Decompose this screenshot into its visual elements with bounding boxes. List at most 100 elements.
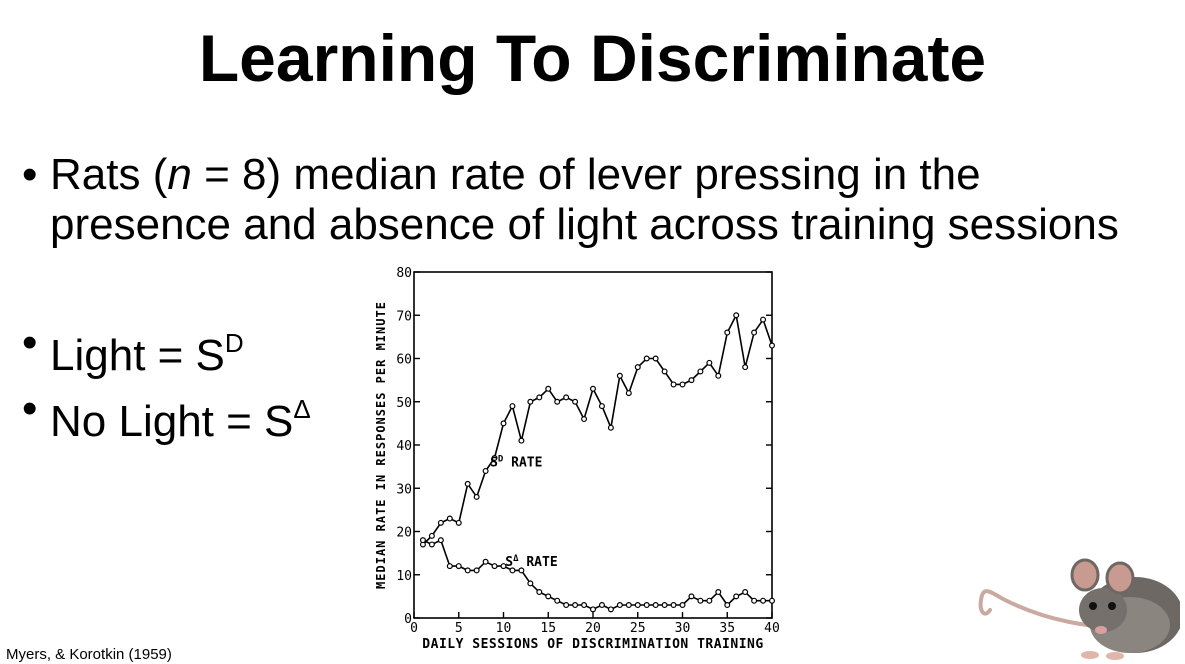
data-point	[482, 467, 489, 474]
data-point	[590, 606, 597, 613]
bullet-light-sup: D	[224, 328, 244, 358]
data-point	[527, 398, 534, 405]
data-point	[554, 597, 561, 604]
data-point	[545, 385, 552, 392]
bullet-rats-n: n	[167, 150, 192, 199]
series-line-sdelta	[422, 538, 772, 611]
data-point	[607, 424, 614, 431]
data-point	[500, 563, 507, 570]
data-point	[643, 602, 650, 609]
data-point	[742, 364, 749, 371]
data-point	[652, 602, 659, 609]
series-label-sd: SD RATE	[490, 455, 542, 471]
x-tick-label: 10	[496, 621, 512, 636]
data-point	[661, 368, 668, 375]
data-point	[419, 537, 426, 544]
x-tick-label: 25	[630, 621, 646, 636]
data-point	[455, 519, 462, 526]
bullet-rats: • Rats (n = 8) median rate of lever pres…	[22, 150, 1150, 250]
data-point	[733, 593, 740, 600]
data-point	[733, 312, 740, 319]
data-point	[455, 563, 462, 570]
y-tick-label: 0	[404, 612, 412, 627]
data-point	[769, 597, 776, 604]
data-point	[563, 602, 570, 609]
data-point	[590, 385, 597, 392]
bullet-no-light: • No Light = SΔ	[22, 384, 311, 447]
data-point	[679, 602, 686, 609]
y-tick-label: 20	[396, 526, 412, 541]
data-point	[500, 420, 507, 427]
data-point	[670, 602, 677, 609]
data-point	[607, 606, 614, 613]
data-point	[625, 390, 632, 397]
data-point	[715, 589, 722, 596]
data-point	[464, 567, 471, 574]
data-point	[652, 355, 659, 362]
x-tick-label: 40	[764, 621, 780, 636]
bullet-rats-post: = 8) median rate of lever pressing in th…	[50, 150, 1119, 249]
rat-photo-icon	[978, 558, 1180, 660]
data-point	[661, 602, 668, 609]
data-point	[464, 480, 471, 487]
data-point	[518, 437, 525, 444]
bullet-no-light-text: No Light = S	[50, 397, 294, 446]
data-point	[724, 602, 731, 609]
bullet-dot: •	[22, 384, 38, 433]
y-tick-label: 60	[396, 353, 412, 368]
y-tick-label: 70	[396, 309, 412, 324]
data-point	[760, 316, 767, 323]
bullet-dot: •	[22, 150, 38, 199]
citation: Myers, & Korotkin (1959)	[6, 646, 172, 663]
series-line-sd	[422, 312, 773, 546]
x-tick-label: 35	[719, 621, 735, 636]
data-point	[428, 532, 435, 539]
data-point	[769, 342, 776, 349]
data-point	[706, 597, 713, 604]
bullet-dot: •	[22, 318, 38, 367]
data-point	[554, 398, 561, 405]
data-point	[742, 589, 749, 596]
data-point	[598, 403, 605, 410]
x-tick-label: 15	[540, 621, 556, 636]
data-point	[491, 563, 498, 570]
data-point	[625, 602, 632, 609]
data-point	[616, 372, 623, 379]
bullet-light-text: Light = S	[50, 331, 225, 380]
data-point	[760, 597, 767, 604]
data-point	[679, 381, 686, 388]
data-point	[751, 597, 758, 604]
y-tick-label: 30	[396, 482, 412, 497]
data-point	[509, 403, 516, 410]
data-point	[545, 593, 552, 600]
data-point	[482, 558, 489, 565]
data-point	[697, 368, 704, 375]
y-tick-label: 10	[396, 569, 412, 584]
x-axis-label: DAILY SESSIONS OF DISCRIMINATION TRAININ…	[422, 637, 763, 652]
data-point	[572, 398, 579, 405]
data-point	[491, 454, 498, 461]
data-point	[751, 329, 758, 336]
data-point	[616, 602, 623, 609]
data-point	[697, 597, 704, 604]
plot-frame	[413, 271, 773, 619]
data-point	[446, 515, 453, 522]
y-tick-label: 80	[396, 266, 412, 281]
data-point	[446, 563, 453, 570]
slide-title: Learning To Discriminate	[198, 21, 987, 95]
data-point	[724, 329, 731, 336]
data-point	[428, 541, 435, 548]
data-point	[527, 580, 534, 587]
x-tick-label: 5	[455, 621, 463, 636]
data-point	[581, 602, 588, 609]
x-tick-label: 30	[675, 621, 691, 636]
series-label-sdelta: SΔ RATE	[505, 554, 557, 570]
data-point	[634, 364, 641, 371]
data-point	[715, 372, 722, 379]
data-point	[706, 359, 713, 366]
data-point	[688, 377, 695, 384]
x-tick-label: 0	[410, 621, 418, 636]
data-point	[688, 593, 695, 600]
data-point	[572, 602, 579, 609]
